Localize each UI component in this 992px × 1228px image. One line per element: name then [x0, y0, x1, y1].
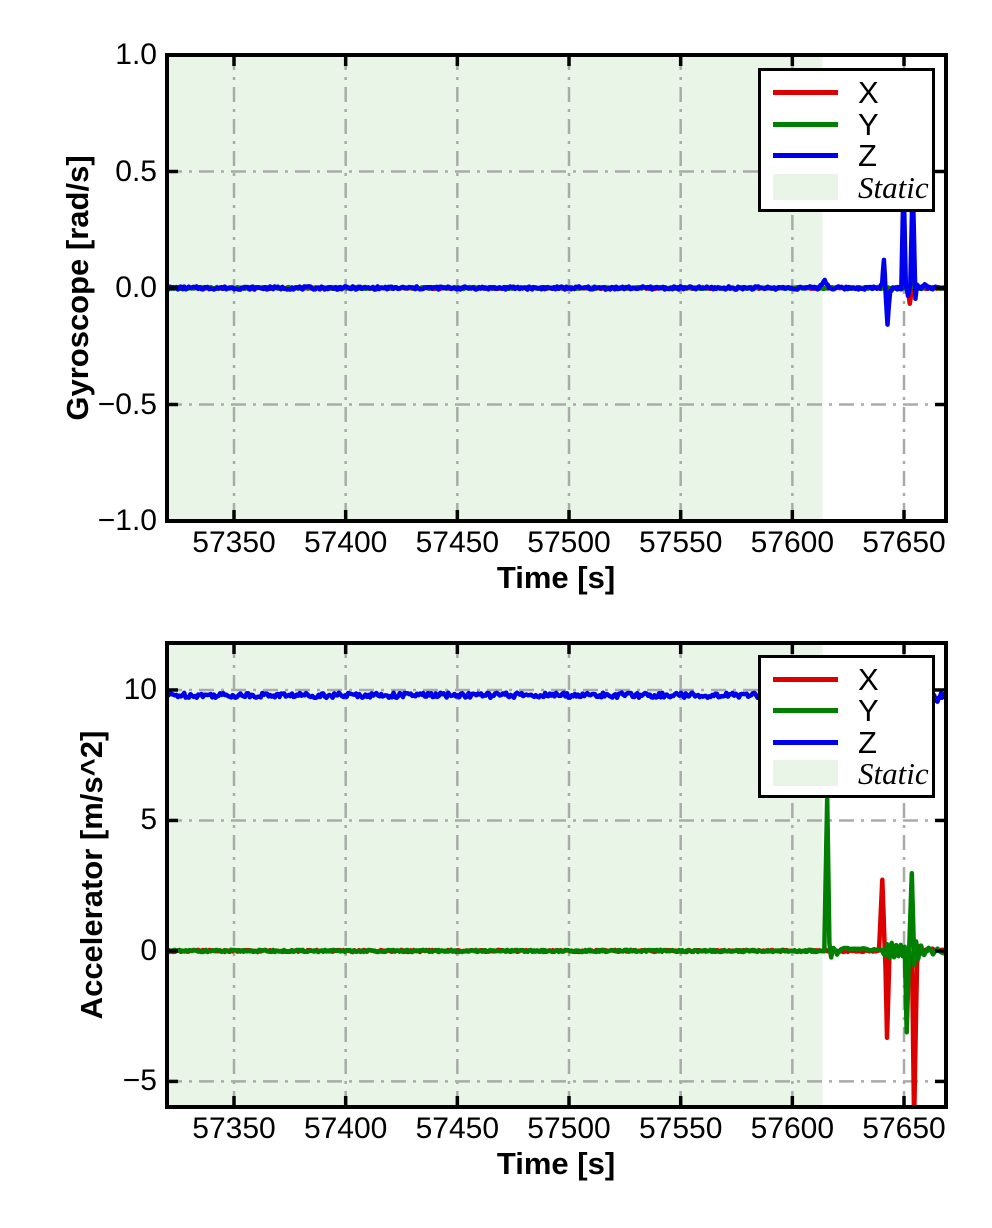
legend-line-y-icon: [773, 121, 838, 127]
x-tick-label: 57450: [415, 526, 500, 559]
x-tick-label: 57350: [192, 526, 276, 559]
legend-entry-z: Z: [773, 138, 932, 174]
legend-label-y: Y: [858, 693, 879, 729]
legend-line-z-icon: [773, 739, 838, 745]
gyroscope-x-axis-label: Time [s]: [496, 560, 616, 595]
legend-entry-y: Y: [773, 693, 932, 729]
legend-label-static: Static: [858, 169, 929, 205]
y-tick-label: 0.0: [115, 271, 157, 304]
plot-frame: [165, 53, 948, 523]
x-tick-label: 57500: [527, 526, 611, 559]
y-tick-label: −1.0: [97, 504, 157, 537]
accelerator-legend: X Y Z Static: [758, 655, 935, 798]
y-tick-label: 10: [123, 672, 157, 706]
legend-line-x-icon: [773, 677, 838, 683]
x-tick-label: 57550: [638, 1112, 723, 1145]
accelerator-x-axis-label: Time [s]: [496, 1146, 616, 1181]
x-tick-label: 57500: [527, 1112, 611, 1145]
legend-patch-static-icon: [773, 760, 838, 787]
plot-frame: [165, 641, 948, 1109]
legend-entry-z: Z: [773, 724, 932, 760]
legend-label-z: Z: [858, 138, 877, 174]
legend-line-y-icon: [773, 708, 838, 714]
accelerator-y-axis-label: Accelerator [m/s^2]: [74, 730, 109, 1020]
legend-entry-static: Static: [773, 755, 932, 791]
gyroscope-legend: X Y Z Static: [758, 68, 935, 212]
legend-entry-x: X: [773, 75, 932, 111]
x-tick-label: 57350: [192, 1112, 276, 1145]
y-tick-label: −5: [122, 1064, 157, 1098]
y-tick-label: 1.0: [115, 38, 157, 71]
x-tick-label: 57600: [750, 1112, 835, 1145]
y-tick-label: 0: [140, 933, 157, 967]
legend-label-z: Z: [858, 724, 877, 760]
x-tick-label: 57650: [862, 1112, 946, 1145]
legend-entry-static: Static: [773, 169, 932, 205]
legend-patch-static-icon: [773, 174, 838, 201]
x-tick-label: 57400: [303, 526, 388, 559]
x-tick-label: 57650: [862, 526, 946, 559]
series-line-y: [167, 795, 946, 1035]
legend-line-x-icon: [773, 90, 838, 96]
x-tick-label: 57400: [303, 1112, 388, 1145]
legend-entry-x: X: [773, 662, 932, 698]
y-tick-label: 5: [140, 803, 157, 837]
static-region-band: [167, 643, 823, 1107]
legend-label-y: Y: [858, 106, 879, 142]
legend-line-z-icon: [773, 153, 838, 159]
x-tick-label: 57450: [415, 1112, 500, 1145]
y-tick-label: −0.5: [97, 387, 157, 421]
legend-label-x: X: [858, 75, 879, 111]
y-tick-label: 0.5: [115, 154, 157, 188]
series-line-z: [167, 177, 946, 327]
legend-entry-y: Y: [773, 106, 932, 142]
x-tick-label: 57550: [638, 526, 723, 559]
series-group: [167, 177, 946, 327]
legend-label-x: X: [858, 662, 879, 698]
x-tick-label: 57600: [750, 526, 835, 559]
legend-label-static: Static: [858, 755, 929, 791]
gyroscope-plot: [165, 53, 948, 523]
